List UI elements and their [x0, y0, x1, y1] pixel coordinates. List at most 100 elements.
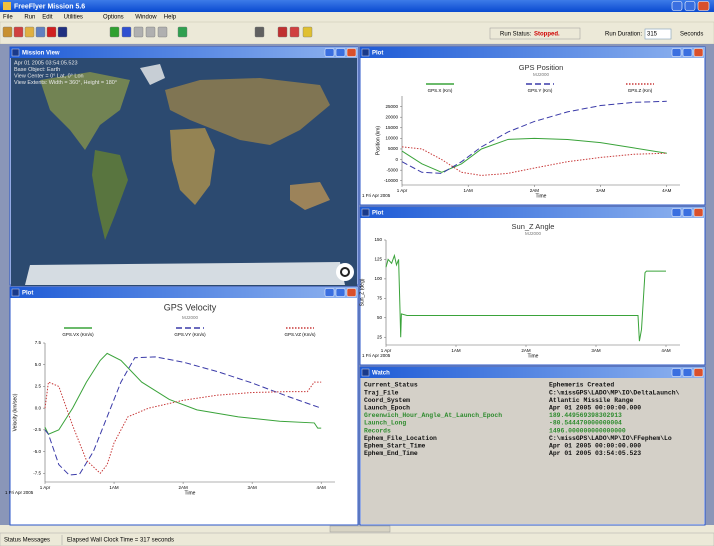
- panel-close[interactable]: [694, 49, 703, 57]
- toolbar-button[interactable]: [47, 27, 56, 37]
- window-title: FreeFlyer Mission 5.6: [14, 3, 85, 10]
- watch-name: Ephem_File_Location: [364, 435, 437, 442]
- x-axis-label: Time: [185, 490, 196, 496]
- app-icon: [3, 2, 11, 10]
- watch-name: Current_Status: [364, 382, 418, 389]
- run-duration-unit: Seconds: [680, 32, 703, 38]
- panel-minimize[interactable]: [325, 49, 334, 57]
- panel-title: Plot: [372, 51, 383, 57]
- panel-close[interactable]: [694, 369, 703, 377]
- logo: [336, 263, 354, 281]
- y-axis-label: Position (km): [375, 126, 381, 156]
- toolbar-button[interactable]: [278, 27, 287, 37]
- date-label: 1 Fri Apr 2005: [362, 193, 391, 198]
- x-tick-label: 4AM: [317, 485, 327, 490]
- toolbar-button[interactable]: [146, 27, 155, 37]
- watch-name: Launch_Long: [364, 420, 406, 427]
- y-tick-label: 125: [374, 257, 382, 262]
- panel-maximize[interactable]: [683, 209, 692, 217]
- x-tick-label: 3AM: [248, 485, 258, 490]
- x-tick-label: 1 Apr: [40, 485, 51, 490]
- panel-close[interactable]: [347, 49, 356, 57]
- y-tick-label: -2.5: [33, 427, 41, 432]
- status-messages[interactable]: Status Messages: [4, 538, 50, 544]
- run-status-label: Run Status:: [500, 32, 532, 38]
- watch-value: Apr 01 2005 00:00:00.000: [549, 404, 641, 411]
- x-tick-label: 4AM: [661, 348, 671, 353]
- plot-subtitle: MJ2000: [533, 72, 550, 77]
- view-info: Apr 01 2005 03:54:05.523: [14, 60, 78, 66]
- toolbar-button[interactable]: [3, 27, 12, 37]
- legend-label: GPS.X (Km): [428, 88, 453, 93]
- plot-subtitle: MJ2000: [525, 231, 542, 236]
- y-tick-label: 10000: [385, 136, 398, 141]
- y-tick-label: 5000: [388, 146, 399, 151]
- toolbar-button[interactable]: [122, 27, 131, 37]
- menu-item[interactable]: Options: [103, 15, 124, 21]
- panel-maximize[interactable]: [683, 369, 692, 377]
- panel-minimize[interactable]: [672, 49, 681, 57]
- panel-title: Plot: [372, 211, 383, 217]
- watch-name: Traj_File: [364, 389, 399, 396]
- watch-value: C:\missGPS\LADO\MP\IO\FFephem\Lo: [549, 435, 672, 442]
- x-tick-label: 3AM: [591, 348, 601, 353]
- panel-minimize[interactable]: [672, 369, 681, 377]
- toolbar-button[interactable]: [14, 27, 23, 37]
- menu-item[interactable]: File: [3, 15, 13, 21]
- date-label: 1 Fri Apr 2005: [362, 353, 391, 358]
- close-button[interactable]: [698, 2, 709, 11]
- watch-value: Apr 01 2005 03:54:05.523: [549, 450, 641, 457]
- panel-close[interactable]: [694, 209, 703, 217]
- y-tick-label: 15000: [385, 125, 398, 130]
- panel-minimize[interactable]: [672, 209, 681, 217]
- menu-item[interactable]: Help: [164, 15, 177, 21]
- plot-subtitle: MJ2000: [182, 315, 199, 320]
- toolbar-button[interactable]: [134, 27, 143, 37]
- watch-value: Apr 01 2005 00:00:00.000: [549, 442, 641, 449]
- panel-maximize[interactable]: [683, 49, 692, 57]
- panel-title-bar: [10, 47, 358, 58]
- toolbar-button[interactable]: [36, 27, 45, 37]
- plot-title: Sun_Z Angle: [512, 222, 555, 231]
- panel-maximize[interactable]: [336, 49, 345, 57]
- menu-item[interactable]: Utilities: [64, 15, 83, 21]
- toolbar-button[interactable]: [290, 27, 299, 37]
- page: FreeFlyer Mission 5.6 File Run Edit Utiliti…: [0, 0, 714, 546]
- menu-item[interactable]: Run: [24, 15, 35, 21]
- y-tick-label: 7.5: [35, 340, 42, 345]
- toolbar-button[interactable]: [58, 27, 67, 37]
- date-label: 1 Fri Apr 2005: [5, 490, 34, 495]
- toolbar-button[interactable]: [25, 27, 34, 37]
- panel-maximize[interactable]: [336, 289, 345, 297]
- toolbar-button[interactable]: [158, 27, 167, 37]
- maximize-button[interactable]: [685, 2, 695, 11]
- menu-item[interactable]: Window: [135, 15, 157, 21]
- view-info: View Center = 0° Lat, 0° Lon: [14, 73, 84, 79]
- panel-close[interactable]: [347, 289, 356, 297]
- menu-item[interactable]: Edit: [42, 15, 53, 21]
- plot-title: GPS Velocity: [164, 302, 217, 312]
- toolbar-button[interactable]: [303, 27, 312, 37]
- landmass: [25, 262, 345, 285]
- toolbar-button[interactable]: [110, 27, 119, 37]
- toolbar-button[interactable]: [178, 27, 187, 37]
- watch-value: C:\missGPS\LADO\MP\IO\DeltaLaunch\: [549, 389, 680, 396]
- y-tick-label: 75: [377, 296, 383, 301]
- legend-label: GPS.VX (Km/s): [62, 332, 94, 337]
- app-window: FreeFlyer Mission 5.6 File Run Edit Utiliti…: [0, 0, 714, 546]
- panel-minimize[interactable]: [325, 289, 334, 297]
- panel-icon: [362, 369, 369, 376]
- toolbar-button[interactable]: [255, 27, 264, 37]
- y-tick-label: -7.5: [33, 471, 41, 476]
- scroll-thumb[interactable]: [330, 526, 390, 532]
- y-axis-label: Sun_Z (deg): [359, 278, 365, 306]
- y-tick-label: 50: [377, 315, 383, 320]
- legend-label: GPS.Y (Km): [528, 88, 553, 93]
- minimize-button[interactable]: [672, 2, 682, 11]
- watch-name: Coord_System: [364, 397, 410, 404]
- watch-value: 189.449569398302913: [549, 412, 622, 419]
- y-tick-label: 2.5: [35, 384, 42, 389]
- watch-value: 1496.000000000000000: [549, 427, 626, 434]
- panel-title-bar: [360, 367, 705, 378]
- panel-title: Mission View: [22, 51, 60, 57]
